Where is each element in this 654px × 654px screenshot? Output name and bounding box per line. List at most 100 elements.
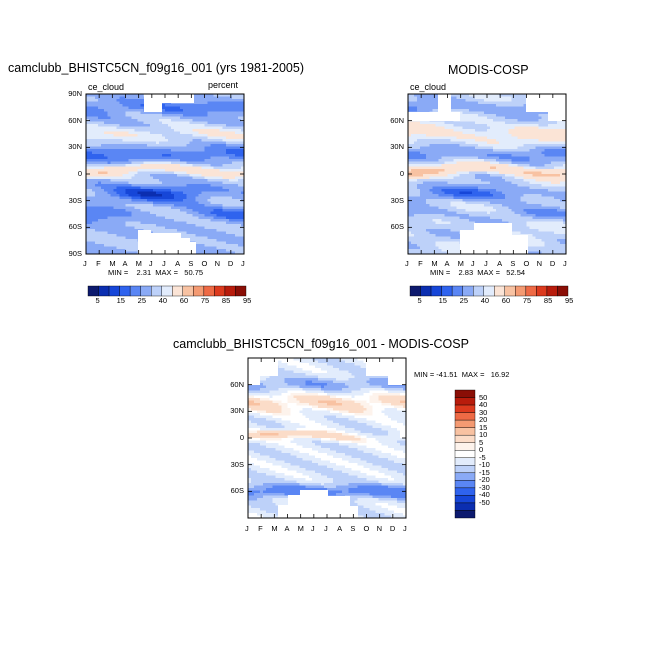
colorbar-swatch	[161, 285, 173, 297]
colorbar-swatch	[193, 285, 205, 297]
x-tick-label-1: F	[96, 259, 101, 268]
colorbar-swatch	[454, 472, 476, 481]
colorbar-a-label-7: 95	[243, 296, 252, 305]
x-tick-label-10: N	[214, 259, 221, 268]
y-tick-label-c-3: 30S	[230, 459, 244, 469]
colorbar-swatch	[203, 285, 215, 297]
colorbar-swatch	[172, 285, 184, 297]
x-tick-label-1: F	[418, 259, 423, 268]
y-tick-label-b-2: 0	[399, 169, 404, 178]
colorbar-swatch	[454, 434, 476, 443]
y-tick-label-c-2: 0	[239, 433, 244, 442]
colorbar-swatch	[454, 427, 476, 436]
colorbar-b-label-6: 85	[543, 296, 553, 305]
x-tick-label-12: J	[563, 259, 567, 268]
contour-field	[248, 358, 407, 519]
panel-a-plot	[85, 93, 245, 255]
colorbar-c-label-1: 40	[479, 400, 488, 410]
missing-data-mask	[366, 358, 406, 385]
colorbar-swatch	[420, 285, 432, 297]
colorbar-swatch	[409, 285, 421, 297]
colorbar-c-label-11: -20	[479, 475, 490, 485]
colorbar-swatch	[454, 457, 476, 466]
x-tick-label-11: D	[227, 259, 234, 268]
panel-a-colorbar	[87, 285, 247, 297]
panel-a-units-label: percent	[208, 80, 239, 90]
x-tick-label-8: S	[188, 259, 194, 268]
colorbar-c-label-14: -50	[479, 497, 490, 507]
x-tick-label-2: M	[271, 524, 278, 533]
colorbar-swatch	[454, 480, 476, 489]
missing-data-mask	[408, 94, 460, 121]
y-tick-label-c-4: 60S	[230, 486, 244, 496]
colorbar-swatch	[454, 502, 476, 511]
x-tick-label-10: N	[536, 259, 543, 268]
colorbar-a-label-0: 5	[95, 296, 100, 305]
y-tick-label-a-5: 60S	[68, 222, 82, 232]
colorbar-swatch	[235, 285, 247, 297]
x-tick-label-4: M	[135, 259, 142, 268]
missing-data-mask	[460, 223, 528, 254]
x-tick-label-5: J	[470, 259, 475, 268]
colorbar-c-label-3: 20	[479, 415, 488, 425]
missing-data-mask	[86, 94, 194, 112]
panel-c-colorbar	[454, 389, 476, 519]
colorbar-a-label-6: 85	[221, 296, 231, 305]
panel-c-stats: MIN = -41.51 MAX = 16.92	[414, 370, 510, 379]
colorbar-b-label-3: 40	[480, 296, 490, 305]
colorbar-swatch	[504, 285, 516, 297]
colorbar-swatch	[546, 285, 558, 297]
x-tick-label-0: J	[405, 259, 409, 268]
colorbar-swatch	[151, 285, 162, 297]
panel-b-variable-label: ce_cloud	[410, 82, 447, 92]
contour-field	[86, 94, 245, 255]
colorbar-swatch	[87, 285, 99, 297]
colorbar-swatch	[430, 285, 442, 297]
panel-b-plot	[407, 93, 567, 255]
x-tick-label-0: J	[83, 259, 87, 268]
colorbar-c-label-12: -30	[479, 482, 490, 492]
colorbar-swatch	[454, 404, 476, 413]
colorbar-swatch	[473, 285, 484, 297]
colorbar-c-label-7: 0	[479, 445, 484, 455]
y-tick-label-a-3: 0	[77, 169, 82, 178]
x-tick-label-3: A	[284, 524, 290, 533]
x-tick-label-6: J	[162, 259, 166, 268]
colorbar-swatch	[224, 285, 236, 297]
panel-c-plot	[247, 357, 407, 519]
colorbar-a-label-2: 25	[137, 296, 146, 305]
colorbar-swatch	[454, 397, 476, 406]
y-tick-label-c-1: 30N	[230, 406, 244, 416]
colorbar-swatch	[454, 510, 476, 519]
colorbar-swatch	[214, 285, 226, 297]
colorbar-swatch	[454, 442, 476, 451]
colorbar-swatch	[525, 285, 537, 297]
y-tick-label-b-1: 30N	[390, 142, 404, 152]
colorbar-swatch	[454, 487, 476, 496]
colorbar-swatch	[494, 285, 506, 297]
colorbar-c-label-10: -15	[479, 467, 490, 477]
y-tick-label-a-6: 90S	[68, 249, 82, 258]
colorbar-b-label-0: 5	[417, 296, 422, 305]
x-tick-label-12: J	[403, 524, 407, 533]
x-tick-label-4: M	[297, 524, 304, 533]
x-tick-label-4: M	[457, 259, 464, 268]
colorbar-c-label-8: -5	[479, 452, 486, 462]
x-tick-label-1: F	[258, 524, 263, 533]
x-tick-label-0: J	[245, 524, 249, 533]
colorbar-c-label-6: 5	[479, 437, 484, 447]
x-tick-label-10: N	[376, 524, 383, 533]
y-tick-label-c-0: 60N	[230, 379, 244, 389]
colorbar-c-label-5: 10	[479, 430, 488, 440]
x-tick-label-6: J	[484, 259, 488, 268]
colorbar-swatch	[441, 285, 453, 297]
panel-b-colorbar	[409, 285, 569, 297]
x-tick-label-7: A	[175, 259, 181, 268]
x-tick-label-8: S	[510, 259, 516, 268]
y-tick-label-b-4: 60S	[390, 222, 404, 232]
x-tick-label-5: J	[310, 524, 315, 533]
x-tick-label-3: A	[122, 259, 128, 268]
colorbar-swatch	[182, 285, 194, 297]
colorbar-c-label-0: 50	[479, 392, 488, 402]
colorbar-c-label-9: -10	[479, 460, 490, 470]
